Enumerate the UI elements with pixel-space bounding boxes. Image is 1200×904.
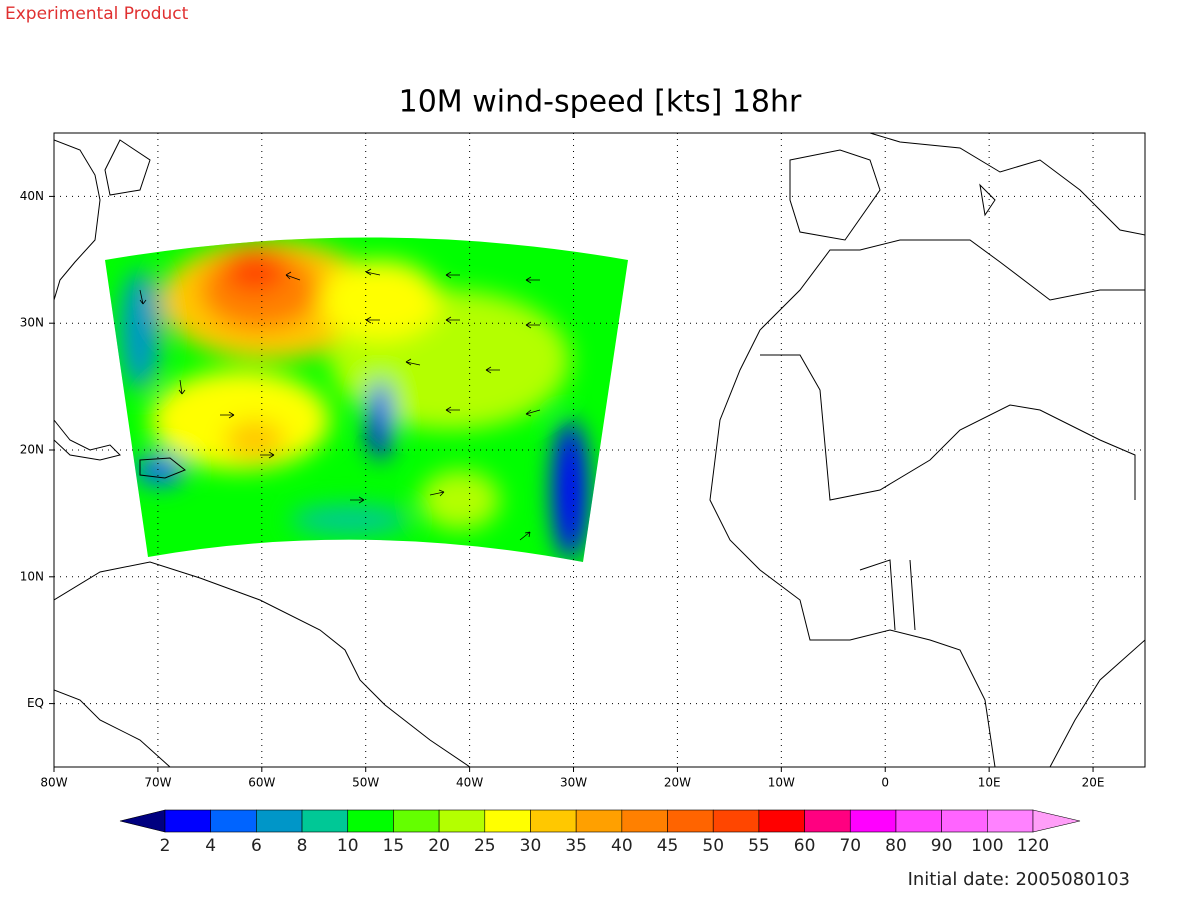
colorbar-box <box>164 809 211 833</box>
x-tick-label: 30W <box>560 776 587 790</box>
colorbar-box <box>621 809 668 833</box>
x-tick-label: 60W <box>248 776 275 790</box>
colorbar-box <box>210 809 257 833</box>
colorbar-label: 10 <box>337 836 359 856</box>
colorbar-box <box>575 809 623 833</box>
colorbar-box <box>530 809 577 833</box>
colorbar-over <box>1032 809 1081 833</box>
colorbar-box <box>438 809 486 833</box>
colorbar-box <box>256 809 303 833</box>
colorbar-label: 35 <box>565 836 587 856</box>
colorbar-box <box>484 809 531 833</box>
y-tick-label: EQ <box>27 696 44 710</box>
map-area <box>54 133 1145 767</box>
colorbar-label: 4 <box>205 836 216 856</box>
coastlines <box>54 133 1145 767</box>
colorbar-label: 120 <box>1017 836 1049 856</box>
colorbar-box <box>347 809 394 833</box>
colorbar-box <box>667 809 714 833</box>
x-tick-label: 20W <box>664 776 691 790</box>
x-tick-label: 10E <box>978 776 1001 790</box>
x-tick-label: 20E <box>1082 776 1105 790</box>
wind-field <box>105 237 628 562</box>
colorbar-label: 50 <box>702 836 724 856</box>
colorbar-box <box>804 809 851 833</box>
colorbar-under <box>119 809 166 833</box>
x-tick-label: 80W <box>40 776 67 790</box>
colorbar-label: 8 <box>297 836 308 856</box>
x-tick-label: 50W <box>352 776 379 790</box>
colorbar-box <box>393 809 440 833</box>
colorbar-label: 70 <box>839 836 861 856</box>
colorbar-box <box>712 809 760 833</box>
colorbar-box <box>758 809 805 833</box>
colorbar-box <box>895 809 942 833</box>
colorbar-label: 55 <box>748 836 770 856</box>
x-tick-label: 10W <box>768 776 795 790</box>
colorbar-label: 25 <box>474 836 496 856</box>
colorbar-label: 45 <box>657 836 679 856</box>
y-tick-label: 30N <box>20 316 44 330</box>
colorbar-box <box>941 809 988 833</box>
colorbar-label: 30 <box>520 836 542 856</box>
colorbar-box <box>849 809 897 833</box>
colorbar-label: 6 <box>251 836 262 856</box>
y-tick-label: 20N <box>20 443 44 457</box>
colorbar-label: 60 <box>794 836 816 856</box>
colorbar-label: 15 <box>383 836 405 856</box>
y-tick-label: 10N <box>20 569 44 583</box>
x-tick-label: 40W <box>456 776 483 790</box>
map-title: 10M wind-speed [kts] 18hr <box>399 85 802 120</box>
colorbar-label: 90 <box>931 836 953 856</box>
colorbar-label: 80 <box>885 836 907 856</box>
colorbar-box <box>301 809 349 833</box>
product-label: Experimental Product <box>5 4 189 24</box>
colorbar-label: 20 <box>428 836 450 856</box>
y-tick-label: 40N <box>20 189 44 203</box>
x-tick-label: 0 <box>881 776 889 790</box>
x-tick-label: 70W <box>144 776 171 790</box>
initial-date: Initial date: 2005080103 <box>908 869 1130 890</box>
colorbar-label: 2 <box>160 836 171 856</box>
colorbar-box <box>987 809 1034 833</box>
wind-arrows <box>139 268 541 541</box>
colorbar-label: 100 <box>971 836 1003 856</box>
colorbar-label: 40 <box>611 836 633 856</box>
